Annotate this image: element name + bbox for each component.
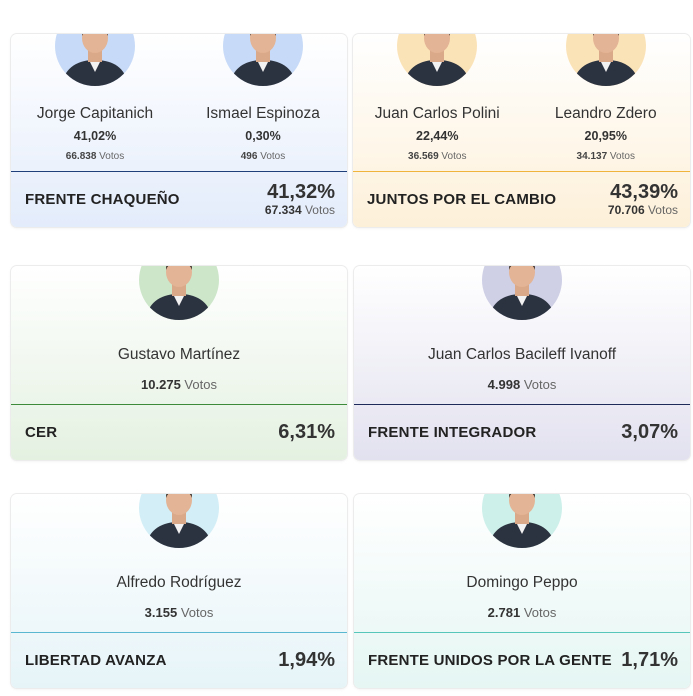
party-card-frente-integrador: Juan Carlos Bacileff Ivanoff 4.998 Votos… [354,266,690,460]
party-footer: CER 6,31% [11,404,347,460]
candidate-martinez: Gustavo Martínez 10.275 Votos [11,266,347,404]
candidate-name: Leandro Zdero [554,105,657,122]
candidate-percent: 20,95% [584,129,627,143]
party-card-frente-unidos-por-la-gente: Domingo Peppo 2.781 Votos FRENTE UNIDOS … [354,494,690,688]
candidate-votes: 66.838 Votos [65,151,125,162]
party-footer: FRENTE CHAQUEÑO 41,32% 67.334 Votos [11,171,347,227]
party-card-cer: Gustavo Martínez 10.275 Votos CER 6,31% [11,266,347,460]
candidate-zdero: Leandro Zdero 20,95% 34.137 Votos [522,34,691,171]
candidate-bacileff-ivanoff: Juan Carlos Bacileff Ivanoff 4.998 Votos [354,266,690,404]
party-footer: JUNTOS POR EL CAMBIO 43,39% 70.706 Votos [353,171,690,227]
candidate-votes: 2.781 Votos [487,605,557,620]
candidate-name: Juan Carlos Bacileff Ivanoff [427,346,617,363]
candidate-name: Juan Carlos Polini [374,105,500,122]
candidate-name: Gustavo Martínez [117,346,241,363]
candidate-percent: 41,02% [73,129,117,143]
candidate-photo [139,494,219,548]
party-name: FRENTE UNIDOS POR LA GENTE [368,652,612,669]
candidate-photo [482,494,562,548]
candidate-votes: 4.998 Votos [487,377,557,392]
party-name: JUNTOS POR EL CAMBIO [367,191,557,208]
candidate-espinoza: Ismael Espinoza 0,30% 496 Votos [179,34,347,171]
candidate-polini: Juan Carlos Polini 22,44% 36.569 Votos [353,34,522,171]
candidate-votes: 496 Votos [240,151,286,162]
party-name: FRENTE CHAQUEÑO [25,191,180,208]
candidate-peppo: Domingo Peppo 2.781 Votos [354,494,690,632]
party-name: CER [25,424,58,441]
candidate-photo [565,34,646,86]
candidate-rodriguez: Alfredo Rodríguez 3.155 Votos [11,494,347,632]
candidate-votes: 3.155 Votos [144,605,214,620]
party-footer: FRENTE INTEGRADOR 3,07% [354,404,690,460]
party-percent: 43,39% [610,181,678,203]
party-percent: 3,07% [621,421,678,443]
candidate-name: Alfredo Rodríguez [116,574,242,591]
candidate-percent: 22,44% [416,129,459,143]
party-votes: 70.706 Votos [607,203,678,217]
party-percent: 1,71% [621,649,678,671]
candidate-name: Ismael Espinoza [206,105,320,122]
party-card-juntos-por-el-cambio: Juan Carlos Polini 22,44% 36.569 Votos L… [353,34,690,227]
party-percent: 41,32% [267,181,335,203]
party-footer: FRENTE UNIDOS POR LA GENTE 1,71% [354,632,690,688]
candidate-votes: 10.275 Votos [141,377,217,392]
candidate-votes: 34.137 Votos [576,151,635,162]
candidate-percent: 0,30% [245,129,281,143]
party-result: 41,32% 67.334 Votos [264,181,335,218]
candidate-photo [139,266,219,320]
candidate-name: Domingo Peppo [466,574,578,591]
party-name: LIBERTAD AVANZA [25,652,167,669]
party-percent: 6,31% [278,421,335,443]
party-card-frente-chaqueno: Jorge Capitanich 41,02% 66.838 Votos Ism… [11,34,347,227]
candidate-photo [482,266,562,320]
party-result: 43,39% 70.706 Votos [607,181,678,218]
party-name: FRENTE INTEGRADOR [368,424,537,441]
party-votes: 67.334 Votos [264,203,335,217]
party-percent: 1,94% [278,649,335,671]
candidate-name: Jorge Capitanich [36,105,154,122]
candidate-capitanich: Jorge Capitanich 41,02% 66.838 Votos [11,34,179,171]
candidate-photo [397,34,478,86]
party-card-libertad-avanza: Alfredo Rodríguez 3.155 Votos LIBERTAD A… [11,494,347,688]
party-footer: LIBERTAD AVANZA 1,94% [11,632,347,688]
candidate-votes: 36.569 Votos [408,151,467,162]
candidate-photo [223,34,303,86]
candidate-photo [55,34,135,86]
